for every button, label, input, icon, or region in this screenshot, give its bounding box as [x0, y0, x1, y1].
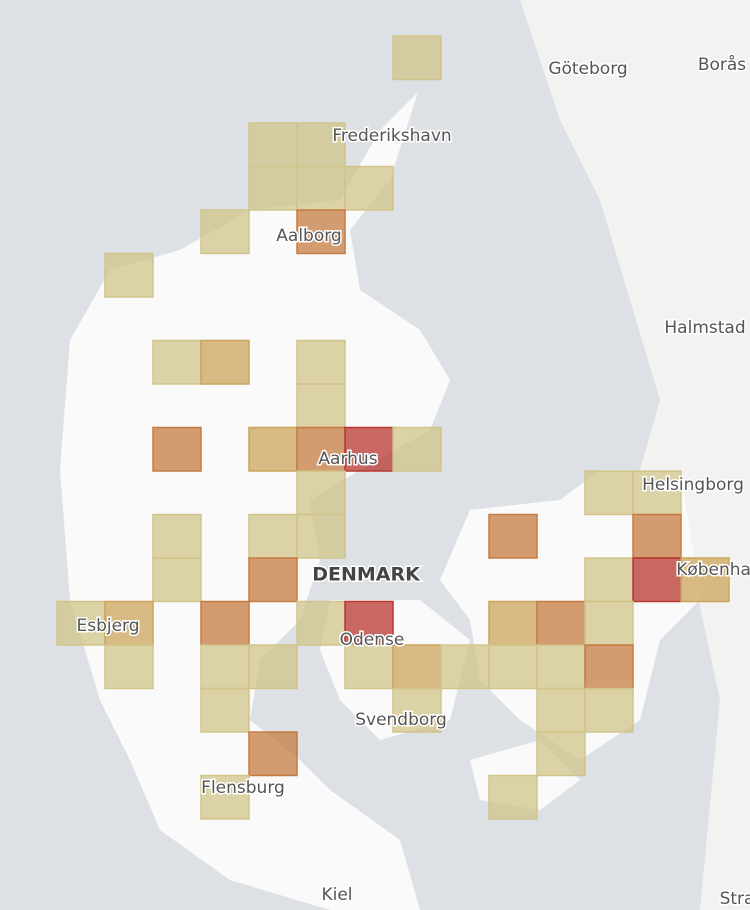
- grid-cell: [248, 165, 298, 211]
- city-label: Kiel: [321, 885, 352, 905]
- city-label: Göteborg: [548, 59, 627, 79]
- grid-cell: [296, 513, 346, 559]
- grid-cell: [296, 339, 346, 385]
- grid-cell: [488, 513, 538, 559]
- grid-cell: [392, 644, 442, 690]
- grid-cell: [344, 644, 394, 690]
- city-label: Frederikshavn: [332, 126, 451, 146]
- grid-cell: [632, 513, 682, 559]
- grid-cell: [392, 687, 442, 733]
- grid-cell: [680, 557, 730, 603]
- country-label: DENMARK: [312, 564, 421, 586]
- land-sweden: [520, 0, 750, 910]
- grid-cell: [152, 513, 202, 559]
- grid-cell: [200, 644, 250, 690]
- grid-cell: [440, 644, 490, 690]
- grid-cell: [248, 122, 298, 168]
- grid-cell: [584, 600, 634, 646]
- grid-cell: [104, 600, 154, 646]
- grid-cell: [200, 600, 250, 646]
- grid-cell: [104, 252, 154, 298]
- grid-cell: [296, 470, 346, 516]
- grid-cell: [584, 470, 634, 516]
- grid-cell: [344, 600, 394, 646]
- grid-cell: [584, 644, 634, 690]
- grid-cell: [584, 687, 634, 733]
- grid-cell: [200, 209, 250, 255]
- city-label: Svendborg: [355, 710, 447, 730]
- city-label: Odense: [340, 630, 405, 650]
- city-label: Aarhus: [318, 449, 377, 469]
- grid-cell: [248, 513, 298, 559]
- city-label: Stralsund: [720, 889, 750, 909]
- city-label: København: [676, 560, 750, 580]
- city-label: Flensburg: [201, 778, 285, 798]
- grid-cell: [488, 774, 538, 820]
- grid-cell: [536, 600, 586, 646]
- grid-cell: [296, 600, 346, 646]
- grid-cell: [152, 339, 202, 385]
- city-label: Aalborg: [276, 226, 341, 246]
- land-jutland: [60, 92, 450, 910]
- grid-cell: [344, 165, 394, 211]
- grid-cell: [536, 644, 586, 690]
- grid-cell: [104, 644, 154, 690]
- grid-cell: [248, 731, 298, 777]
- city-label: Halmstad: [664, 318, 745, 338]
- grid-cell: [248, 644, 298, 690]
- grid-cell: [296, 383, 346, 429]
- grid-cell: [248, 426, 298, 472]
- grid-cell: [392, 426, 442, 472]
- city-label: Esbjerg: [76, 616, 139, 636]
- grid-cell: [392, 35, 442, 81]
- grid-cell: [536, 731, 586, 777]
- grid-cell: [632, 470, 682, 516]
- grid-cell: [200, 687, 250, 733]
- grid-cell: [200, 774, 250, 820]
- grid-cell: [152, 557, 202, 603]
- city-label: Helsingborg: [642, 475, 744, 495]
- grid-cell: [584, 557, 634, 603]
- grid-cell: [488, 644, 538, 690]
- city-label: Borås: [698, 54, 746, 75]
- grid-cell: [200, 339, 250, 385]
- grid-cell: [248, 557, 298, 603]
- grid-cell: [152, 426, 202, 472]
- grid-cell: [296, 165, 346, 211]
- grid-cell: [56, 600, 106, 646]
- grid-cell: [632, 557, 682, 603]
- grid-cell: [296, 209, 346, 255]
- grid-cell: [536, 687, 586, 733]
- grid-cell: [488, 600, 538, 646]
